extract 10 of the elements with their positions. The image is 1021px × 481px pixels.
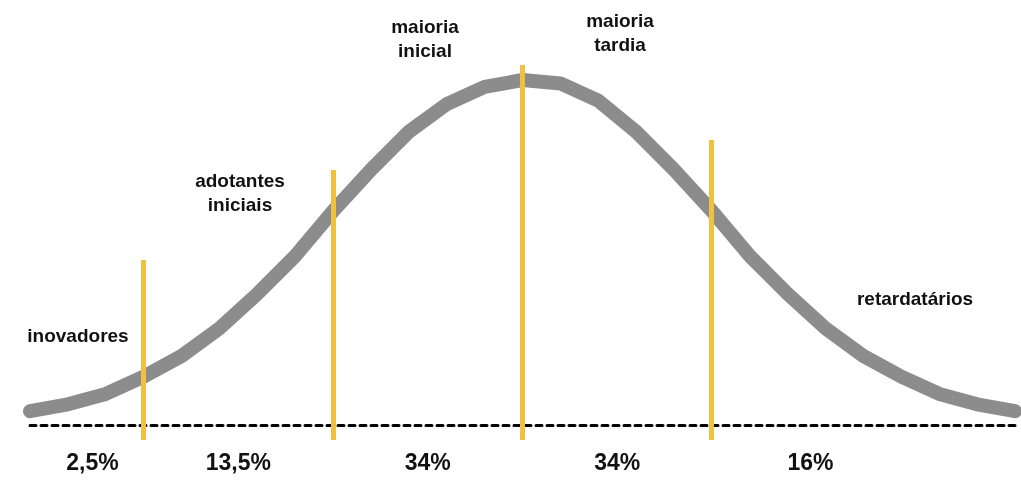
text: 34%: [404, 449, 451, 475]
annotation: retardatários: [856, 287, 974, 309]
text: 2,5%: [66, 449, 119, 475]
annotation: adotantes iniciais: [195, 169, 285, 215]
annotation: inovadores: [27, 324, 129, 346]
text: 16%: [787, 449, 834, 475]
text: maioria tardia: [586, 9, 655, 55]
text: maioria inicial: [391, 15, 460, 61]
text: 13,5%: [205, 449, 271, 475]
text: 34%: [594, 449, 641, 475]
